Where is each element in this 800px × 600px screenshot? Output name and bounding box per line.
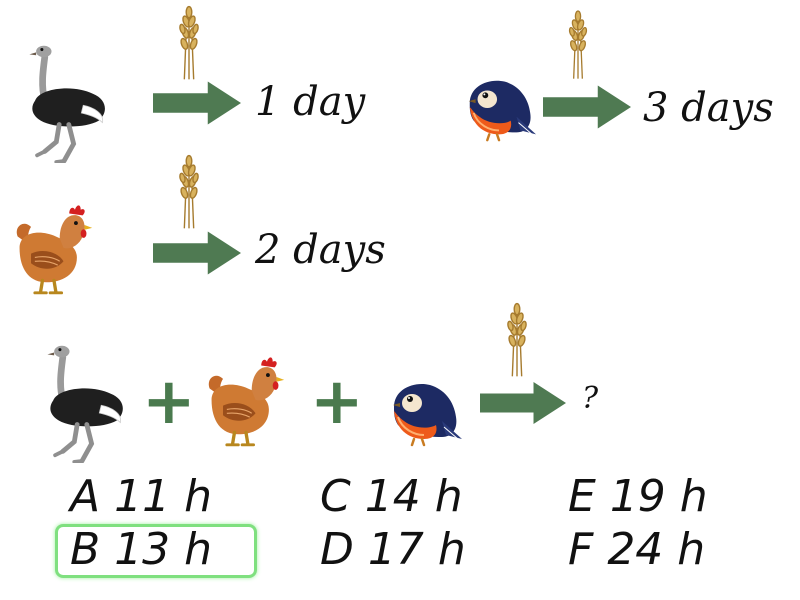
fact-bird-duration: 3 days [643, 85, 774, 131]
ostrich-icon [14, 38, 114, 163]
bird-icon [384, 376, 464, 448]
answer-option-f[interactable]: F 24 h [568, 528, 705, 572]
plus-icon: + [142, 365, 196, 439]
answer-letter: F [568, 524, 594, 575]
hen-icon [10, 192, 96, 300]
wheat-icon [175, 152, 203, 230]
answer-value: 24 h [607, 524, 706, 575]
arrow-right-icon [543, 84, 631, 130]
wheat-icon [503, 300, 531, 378]
combined-result: ? [582, 381, 599, 416]
wheat-icon [565, 6, 591, 82]
fact-ostrich-duration: 1 day [255, 79, 366, 125]
arrow-right-icon [480, 380, 566, 426]
answer-value: 14 h [364, 471, 463, 522]
answer-option-d[interactable]: D 17 h [320, 528, 466, 572]
arrow-right-icon [153, 230, 241, 276]
answer-option-c[interactable]: C 14 h [320, 475, 463, 519]
hen-icon [202, 344, 288, 452]
answer-option-e[interactable]: E 19 h [568, 475, 708, 519]
answer-option-a[interactable]: A 11 h [70, 475, 212, 519]
selected-answer-highlight [55, 524, 257, 578]
answer-option-b[interactable]: B 13 h [70, 528, 212, 572]
ostrich-icon [34, 338, 130, 463]
answer-value: 11 h [114, 471, 212, 522]
answer-value: 17 h [367, 524, 466, 575]
plus-icon: + [310, 365, 364, 439]
bird-icon [460, 72, 538, 144]
answer-letter: B [70, 524, 101, 575]
arrow-right-icon [153, 80, 241, 126]
answer-value: 13 h [114, 524, 213, 575]
answer-value: 19 h [609, 471, 708, 522]
answer-letter: D [320, 524, 354, 575]
wheat-icon [175, 3, 203, 81]
answer-letter: A [70, 471, 101, 522]
fact-hen-duration: 2 days [255, 227, 386, 273]
answer-letter: E [568, 471, 596, 522]
answer-letter: C [320, 471, 351, 522]
